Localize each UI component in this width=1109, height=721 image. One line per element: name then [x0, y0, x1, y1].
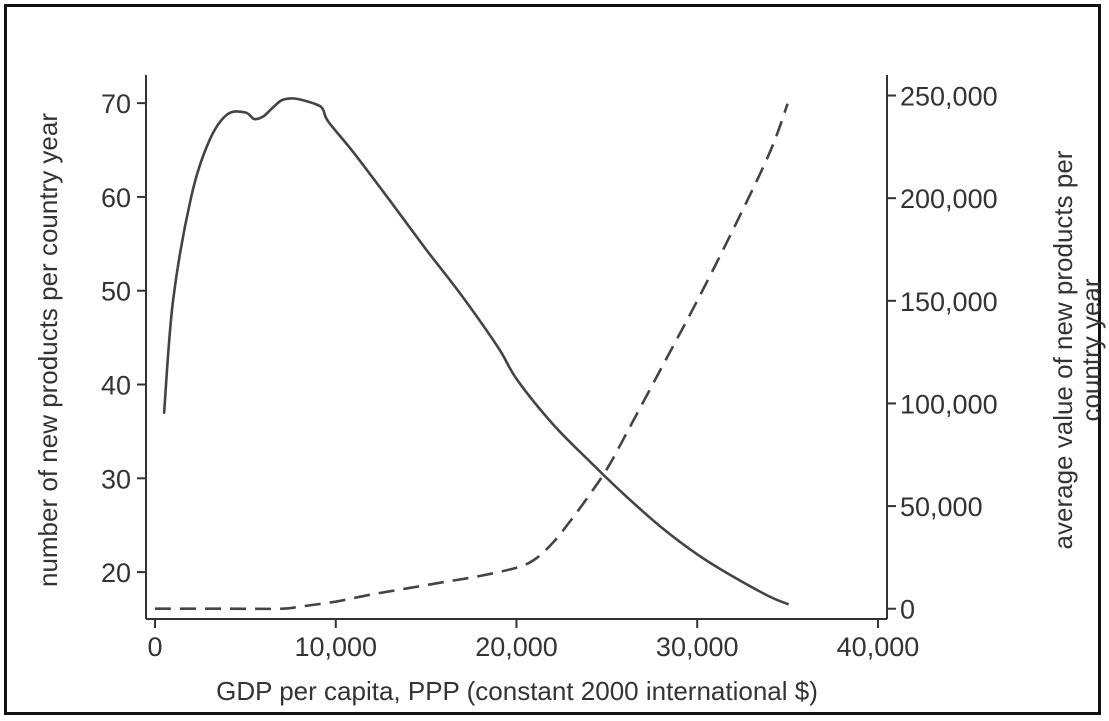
- y-left-ticks: 20 30 40 50 60 70: [101, 89, 146, 588]
- y-right-tick-label: 250,000: [900, 82, 998, 112]
- series-layer: [155, 97, 789, 611]
- y-right-tick-label: 150,000: [900, 287, 998, 317]
- x-tick-label: 40,000: [837, 632, 920, 662]
- y-left-tick-label: 70: [101, 89, 131, 119]
- x-tick-label: 0: [148, 632, 163, 662]
- y-right-tick-label: 50,000: [900, 492, 983, 522]
- y-left-axis-label: number of new products per country year: [33, 113, 63, 587]
- y-right-axis-label-line-2: country year: [1076, 278, 1106, 421]
- y-left-tick-label: 30: [101, 464, 131, 494]
- x-tick-label: 20,000: [475, 632, 558, 662]
- y-right-tick-label: 100,000: [900, 389, 998, 419]
- series-line-solid: [162, 97, 789, 606]
- x-tick-label: 10,000: [294, 632, 377, 662]
- y-left-tick-label: 50: [101, 277, 131, 307]
- y-left-tick-label: 40: [101, 371, 131, 401]
- y-left-tick-label: 20: [101, 558, 131, 588]
- x-ticks: 0 10,000 20,000 30,000 40,000: [148, 619, 920, 662]
- x-axis-label: GDP per capita, PPP (constant 2000 inter…: [216, 676, 818, 706]
- series-line-dashed: [155, 103, 789, 611]
- chart-axes: [145, 75, 888, 620]
- chart-frame: [4, 4, 1101, 715]
- y-right-axis-label-line-1: average value of new products per: [1048, 150, 1078, 549]
- y-right-tick-label: 0: [900, 595, 915, 625]
- y-left-tick-label: 60: [101, 183, 131, 213]
- x-tick-label: 30,000: [656, 632, 739, 662]
- y-right-tick-label: 200,000: [900, 184, 998, 214]
- y-right-ticks: 0 50,000 100,000 150,000 200,000 250,000: [887, 82, 998, 625]
